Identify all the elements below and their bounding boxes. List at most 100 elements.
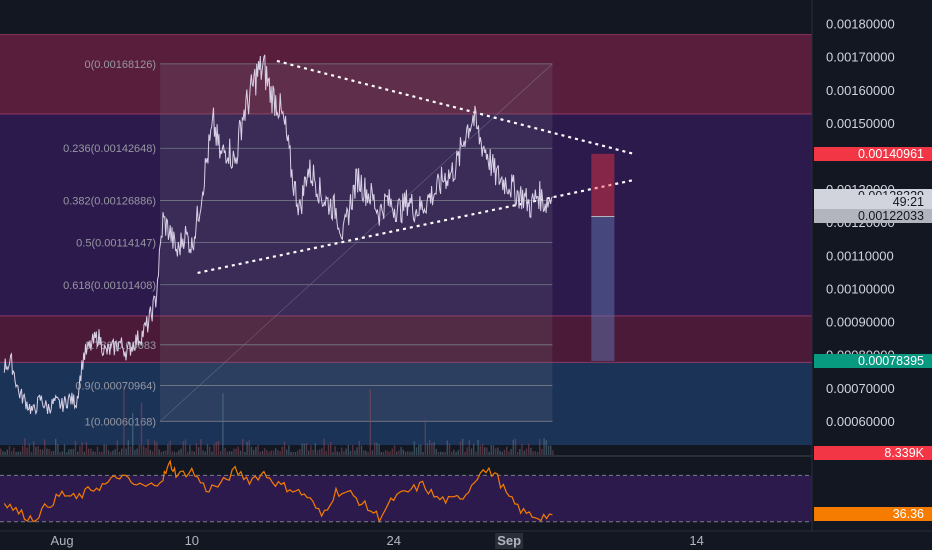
volume-bar <box>228 451 231 455</box>
volume-bar <box>74 440 77 455</box>
volume-bar <box>358 440 360 455</box>
volume-bar <box>151 451 154 455</box>
volume-bar <box>213 444 215 455</box>
volume-bar <box>79 445 81 455</box>
volume-bar <box>255 447 257 455</box>
volume-bar <box>136 448 138 455</box>
volume-bar <box>411 451 413 455</box>
price-badge-2: 49:21 <box>814 195 932 209</box>
volume-bar <box>248 440 250 455</box>
volume-bar <box>268 451 270 455</box>
volume-bar <box>110 451 112 455</box>
volume-bar <box>154 440 156 455</box>
volume-bar <box>6 449 8 455</box>
volume-bar <box>418 444 420 455</box>
fib-level-label-3: 0.5(0.00114147) <box>76 238 156 250</box>
volume-bar <box>198 447 200 455</box>
volume-bar <box>552 450 554 455</box>
volume-bar <box>316 450 319 455</box>
volume-bar <box>286 449 288 455</box>
volume-bar <box>275 448 277 455</box>
volume-bar <box>543 438 545 455</box>
volume-bar <box>193 451 195 455</box>
volume-bar <box>349 450 352 455</box>
volume-bar <box>41 449 44 455</box>
trendline-lower[interactable] <box>197 179 634 274</box>
trendline-upper[interactable] <box>276 59 634 155</box>
volume-bar <box>257 444 259 455</box>
price-tick-label: 0.00070000 <box>826 381 895 396</box>
volume-bar <box>169 440 171 455</box>
volume-bar <box>0 448 2 455</box>
volume-bar <box>492 445 495 455</box>
volume-bar <box>415 447 418 455</box>
volume-bar <box>92 451 94 455</box>
volume-bar <box>506 446 508 455</box>
volume-bar <box>398 450 400 455</box>
volume-bar <box>217 440 220 455</box>
volume-bar <box>46 448 48 455</box>
volume-bar <box>264 448 266 455</box>
price-badge-3: 0.00122033 <box>814 209 932 223</box>
volume-bar <box>206 444 209 455</box>
volume-bar <box>468 440 470 455</box>
trendlines[interactable] <box>197 59 634 274</box>
volume-bar <box>519 448 521 455</box>
volume-bar <box>187 451 189 455</box>
volume-bar <box>448 443 451 455</box>
volume-bar <box>360 445 363 455</box>
volume-bar <box>470 448 473 455</box>
volume-bar <box>37 446 39 455</box>
volume-bar <box>290 451 292 455</box>
volume-bar <box>48 449 50 455</box>
volume-bar <box>145 448 147 455</box>
volume-bar <box>90 448 92 455</box>
volume-bar <box>149 449 151 455</box>
volume-bar <box>33 441 35 455</box>
volume-bar <box>464 451 466 455</box>
volume-bar <box>266 450 268 455</box>
zone-3 <box>0 362 812 446</box>
volume-bar <box>525 448 528 455</box>
volume-bar <box>160 451 162 455</box>
volume-bar <box>426 443 429 455</box>
volume-bar <box>147 439 149 455</box>
fib-retracement[interactable]: 0(0.00168126) 0.236(0.00142648) 0.382(0.00… <box>63 59 553 428</box>
volume-bar <box>299 449 301 455</box>
volume-bar <box>305 443 308 455</box>
volume-bar <box>457 450 459 455</box>
price-tick-label: 0.00170000 <box>826 50 895 65</box>
volume-bar <box>530 447 532 455</box>
volume-bar <box>327 444 330 455</box>
highlight-zones <box>0 34 812 446</box>
volume-bar <box>341 447 343 455</box>
volume-bar <box>437 451 440 455</box>
volume-bar <box>250 446 253 455</box>
volume-bar <box>288 445 290 455</box>
volume-bar <box>66 451 68 455</box>
volume-bar <box>455 451 457 455</box>
volume-bar <box>94 451 96 455</box>
volume-bar <box>484 447 486 455</box>
volume-bar <box>371 450 374 455</box>
fib-level-label-4: 0.618(0.00101408) <box>63 280 156 292</box>
volume-bar <box>512 439 514 455</box>
volume-bar <box>55 438 57 455</box>
volume-bar <box>343 451 345 455</box>
fib-level-label-6: 0.9(0.00070964) <box>75 381 156 393</box>
volume-bar <box>202 450 204 455</box>
volume-bar <box>4 451 6 455</box>
volume-bar <box>50 451 52 455</box>
volume-bar <box>52 450 55 455</box>
volume-bar <box>44 439 46 455</box>
zone-0 <box>0 34 812 114</box>
volume-bar <box>382 451 385 455</box>
volume-bar <box>308 450 310 455</box>
volume-bar <box>8 445 11 455</box>
volume-bar <box>237 446 239 455</box>
short-position-tool[interactable] <box>591 153 615 361</box>
volume-bar <box>367 451 369 455</box>
volume-bar <box>429 440 431 455</box>
volume-bar <box>191 450 193 455</box>
